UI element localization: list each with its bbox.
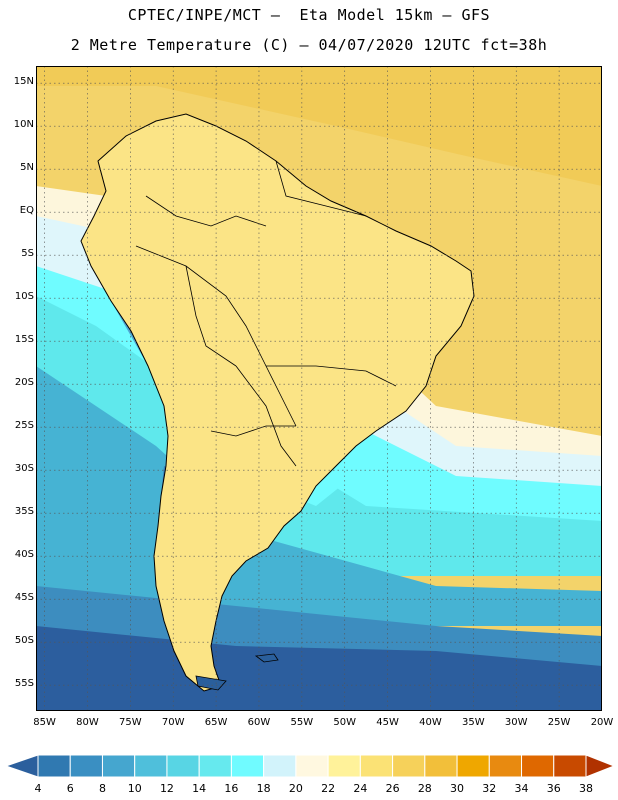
colorbar-arrow-low bbox=[4, 754, 39, 778]
lon-label: 55W bbox=[290, 717, 314, 728]
colorbar-tick-label: 16 bbox=[224, 782, 239, 795]
ocean-band-warm-north bbox=[36, 66, 602, 186]
colorbar-tick-label: 18 bbox=[256, 782, 271, 795]
lat-label: 10S bbox=[14, 291, 34, 303]
lon-label: 20W bbox=[590, 717, 614, 728]
colorbar-tick-label: 10 bbox=[127, 782, 142, 795]
lon-label: 85W bbox=[33, 717, 56, 728]
colorbar-tick-label: 32 bbox=[482, 782, 497, 795]
temperature-colorbar bbox=[4, 754, 616, 778]
lat-label: EQ bbox=[19, 205, 34, 217]
colorbar-cell bbox=[263, 754, 297, 778]
lat-label: 55S bbox=[14, 678, 34, 690]
country-borders bbox=[80, 113, 475, 692]
lon-label: 80W bbox=[76, 717, 99, 728]
colorbar-tick-label: 6 bbox=[66, 782, 74, 795]
lat-label: 45S bbox=[14, 592, 34, 604]
lon-label: 40W bbox=[419, 717, 442, 728]
colorbar-tick-label: 4 bbox=[34, 782, 42, 795]
lat-label: 15S bbox=[14, 334, 34, 346]
colorbar-tick-label: 12 bbox=[159, 782, 174, 795]
colorbar-cell bbox=[37, 754, 71, 778]
colorbar-cell bbox=[553, 754, 587, 778]
colorbar-cell bbox=[69, 754, 103, 778]
title-line-2: 2 Metre Temperature (C) – 04/07/2020 12U… bbox=[70, 36, 548, 54]
colorbar-cell bbox=[230, 754, 265, 778]
lat-label: 10N bbox=[13, 119, 34, 131]
lon-label: 35W bbox=[462, 717, 485, 728]
lat-label: 35S bbox=[14, 506, 34, 518]
colorbar-tick-label: 8 bbox=[98, 782, 106, 795]
colorbar-cell bbox=[327, 754, 361, 778]
colorbar-tick-label: 38 bbox=[579, 782, 593, 795]
colorbar-cell bbox=[456, 754, 490, 778]
colorbar-tick-label: 20 bbox=[288, 782, 303, 795]
lat-label: 40S bbox=[14, 549, 34, 561]
lat-label: 20S bbox=[14, 377, 34, 389]
lon-label: 45W bbox=[376, 717, 399, 728]
colorbar-tick-label: 24 bbox=[353, 782, 368, 795]
colorbar-tick-label: 30 bbox=[450, 782, 465, 795]
falkland-islands bbox=[254, 653, 279, 663]
colorbar-tick-label: 26 bbox=[385, 782, 400, 795]
colorbar-cell bbox=[134, 754, 168, 778]
lon-label: 25W bbox=[547, 717, 571, 728]
colorbar-arrow-high bbox=[585, 754, 616, 778]
colorbar-cell bbox=[295, 754, 329, 778]
colorbar-cell bbox=[424, 754, 458, 778]
colorbar-cell bbox=[101, 754, 136, 778]
lon-label: 70W bbox=[161, 717, 185, 728]
lat-label: 5S bbox=[21, 248, 34, 260]
lat-label: 25S bbox=[14, 420, 34, 432]
temperature-map bbox=[36, 66, 602, 711]
colorbar-cell bbox=[521, 754, 555, 778]
colorbar-tick-label: 34 bbox=[514, 782, 529, 795]
colorbar-tick-label: 14 bbox=[192, 782, 207, 795]
colorbar-cell bbox=[166, 754, 200, 778]
colorbar-cell bbox=[359, 754, 394, 778]
lon-label: 75W bbox=[119, 717, 142, 728]
title-line-1: CPTEC/INPE/MCT – Eta Model 15km – GFS bbox=[127, 6, 491, 24]
lon-label: 30W bbox=[504, 717, 528, 728]
lat-label: 30S bbox=[14, 463, 34, 475]
colorbar-cell bbox=[392, 754, 426, 778]
colorbar-tick-label: 28 bbox=[417, 782, 432, 795]
colorbar-tick-label: 22 bbox=[321, 782, 336, 795]
lon-label: 50W bbox=[333, 717, 357, 728]
lon-label: 65W bbox=[204, 717, 228, 728]
lat-label: 50S bbox=[14, 635, 34, 647]
lat-label: 5N bbox=[20, 162, 34, 174]
lat-label: 15N bbox=[13, 76, 34, 88]
colorbar-cell bbox=[488, 754, 523, 778]
colorbar-tick-label: 36 bbox=[546, 782, 561, 795]
colorbar-cell bbox=[198, 754, 232, 778]
lon-label: 60W bbox=[247, 717, 271, 728]
map-border bbox=[36, 66, 602, 711]
